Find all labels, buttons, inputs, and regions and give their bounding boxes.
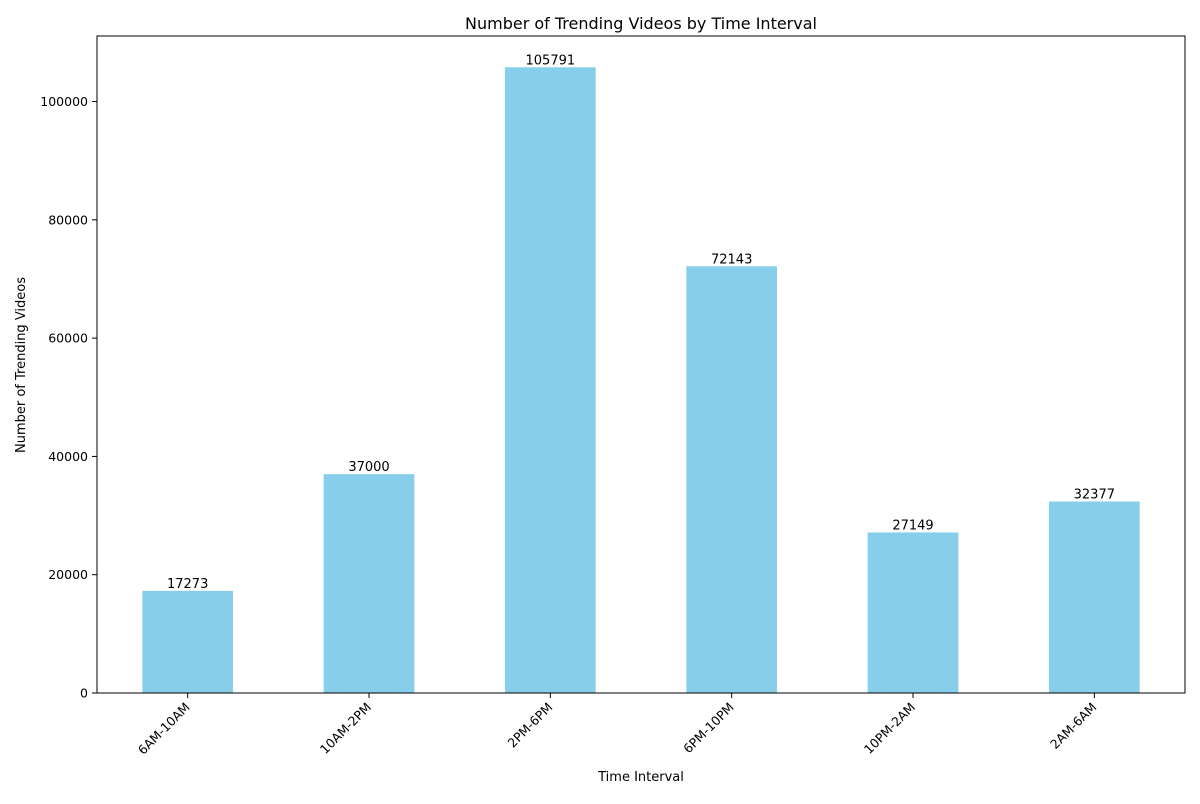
chart-title: Number of Trending Videos by Time Interv… [465, 14, 817, 33]
x-tick-label: 6AM-10AM [135, 700, 193, 758]
y-tick-label: 80000 [48, 212, 88, 227]
bar-10am-2pm [323, 474, 415, 693]
y-tick-label: 60000 [48, 331, 88, 346]
bar-value-label: 17273 [167, 577, 208, 592]
bar-value-label: 72143 [711, 252, 752, 267]
bar-labels-layer: 17273 37000 105791 72143 27149 32377 [167, 53, 1115, 592]
bar-value-label: 105791 [526, 53, 576, 68]
bar-value-label: 27149 [892, 518, 933, 533]
bars-layer [142, 67, 1140, 693]
x-tick-label: 2PM-6PM [504, 700, 555, 751]
plot-frame [96, 35, 1186, 694]
y-ticks-layer: 0 20000 40000 60000 80000 100000 [40, 94, 97, 701]
x-tick-label: 2AM-6AM [1047, 700, 1099, 752]
x-tick-label: 10PM-2AM [861, 700, 918, 757]
y-tick-label: 0 [80, 686, 88, 701]
bar-6am-10am [142, 590, 233, 693]
bar-6pm-10pm [686, 266, 777, 693]
x-ticks-layer: 6AM-10AM 10AM-2PM 2PM-6PM 6PM-10PM 10PM-2AM 2… [135, 693, 1099, 758]
x-axis-label: Time Interval [597, 770, 684, 785]
x-tick-label: 6PM-10PM [680, 700, 737, 757]
y-tick-label: 100000 [40, 94, 88, 109]
bar-2pm-6pm [505, 67, 596, 693]
bar-10pm-2am [867, 532, 959, 693]
bar-value-label: 32377 [1074, 488, 1115, 503]
bar-2am-6am [1049, 501, 1140, 693]
y-tick-label: 40000 [48, 449, 88, 464]
x-tick-label: 10AM-2PM [317, 700, 374, 757]
y-axis-label: Number of Trending Videos [14, 277, 29, 453]
bar-value-label: 37000 [348, 460, 389, 475]
y-tick-label: 20000 [48, 567, 88, 582]
